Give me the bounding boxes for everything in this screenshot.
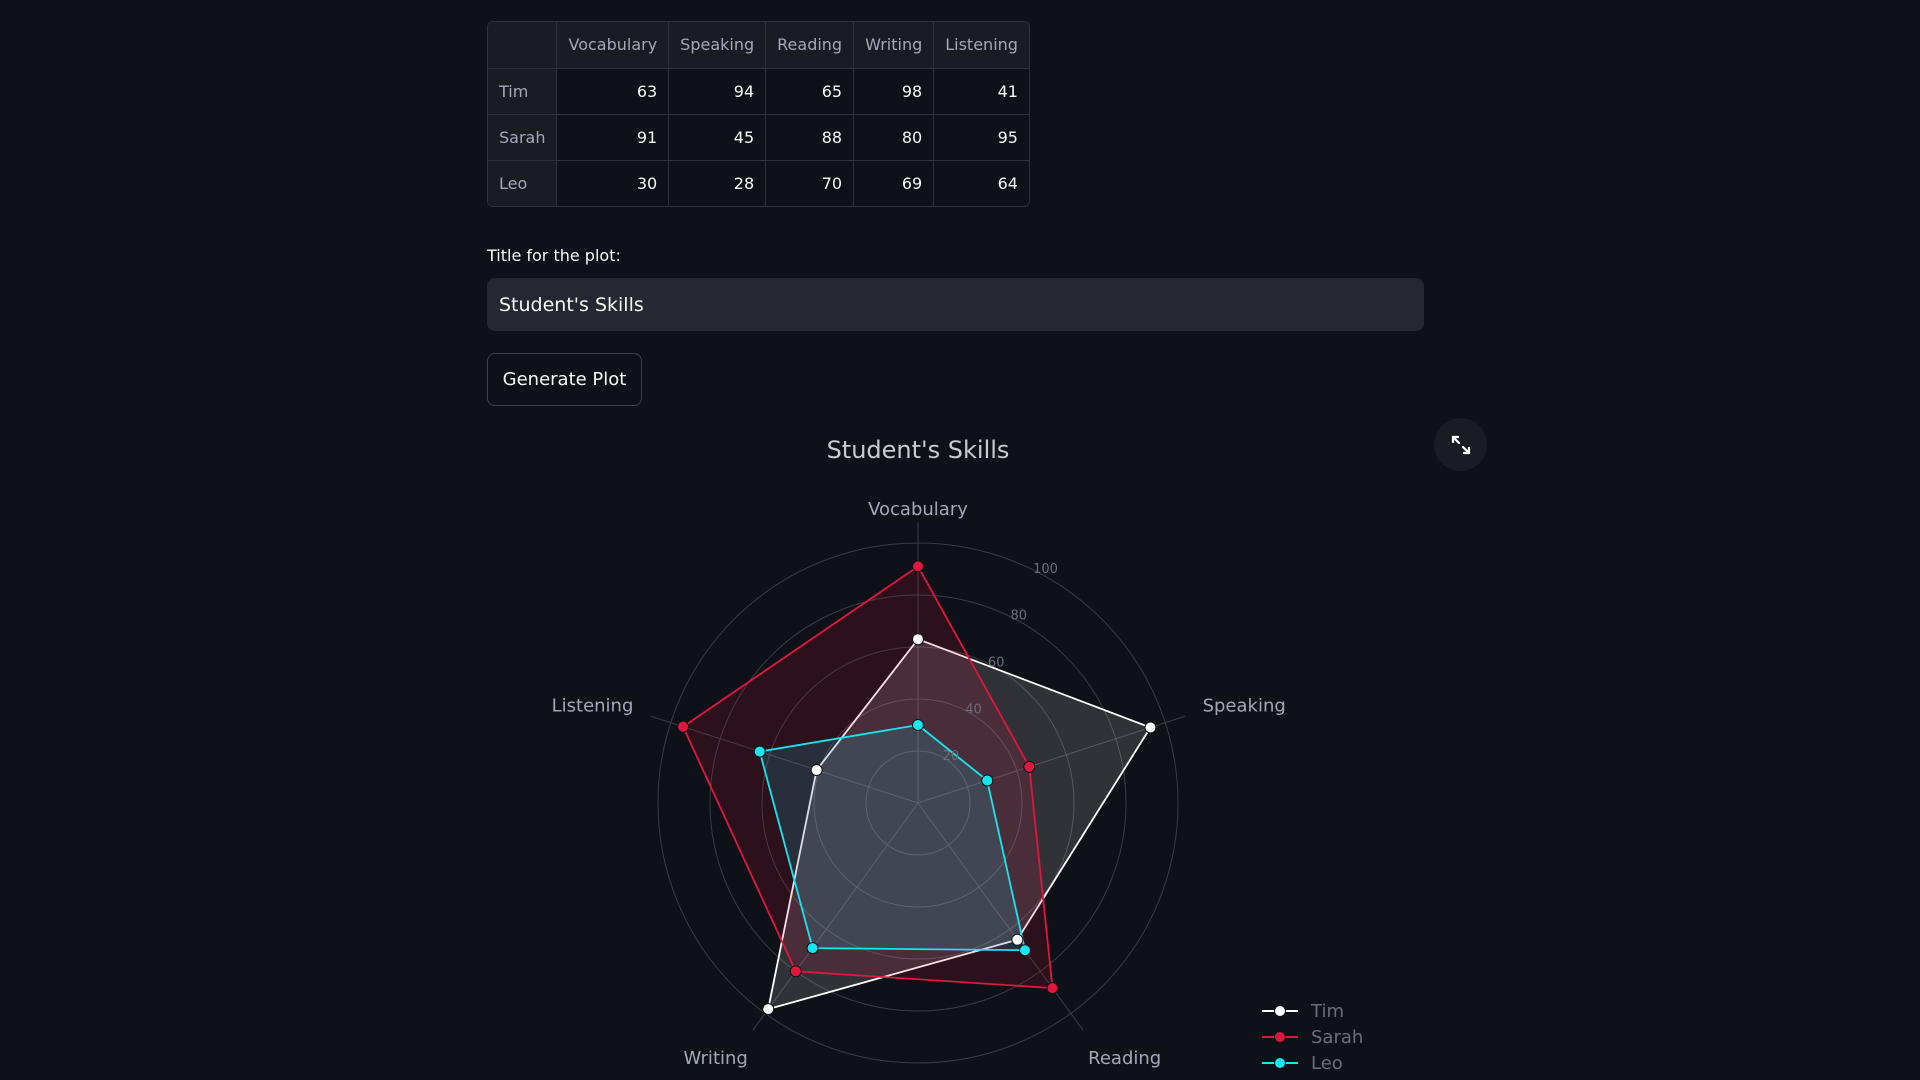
radial-tick-label: 80 bbox=[1010, 609, 1027, 624]
data-point bbox=[677, 720, 690, 733]
angular-gridline bbox=[650, 715, 919, 804]
data-point bbox=[1023, 760, 1036, 773]
table-row: Tim 63 94 65 98 41 bbox=[488, 68, 1029, 115]
data-point bbox=[912, 719, 924, 731]
category-label: Speaking bbox=[1203, 696, 1286, 717]
row-header: Leo bbox=[488, 160, 558, 206]
table-cell[interactable]: 69 bbox=[853, 160, 935, 206]
table-header-row: Vocabulary Speaking Reading Writing List… bbox=[488, 22, 1029, 69]
table-row: Leo 30 28 70 69 64 bbox=[488, 160, 1029, 206]
data-point bbox=[1046, 982, 1059, 995]
column-header-speaking[interactable]: Speaking bbox=[668, 22, 767, 69]
category-label: Vocabulary bbox=[868, 499, 968, 520]
series-area bbox=[758, 724, 1026, 952]
legend-label: Leo bbox=[1311, 1053, 1343, 1074]
table-cell[interactable]: 30 bbox=[556, 160, 670, 206]
category-label: Listening bbox=[552, 696, 634, 717]
chart-title: Student's Skills bbox=[827, 436, 1010, 464]
scores-table: Vocabulary Speaking Reading Writing List… bbox=[488, 22, 1029, 206]
legend-marker bbox=[1274, 1005, 1286, 1017]
data-point bbox=[762, 1003, 775, 1016]
radial-tick-label: 100 bbox=[1033, 562, 1058, 577]
data-point bbox=[806, 942, 819, 955]
table-cell[interactable]: 64 bbox=[997, 173, 1018, 193]
column-header-listening[interactable]: Listening bbox=[933, 22, 1029, 69]
angular-gridline bbox=[752, 802, 919, 1031]
data-point bbox=[981, 774, 994, 787]
radial-tick-label: 20 bbox=[943, 749, 960, 764]
table-cell[interactable]: 63 bbox=[556, 68, 670, 115]
data-point bbox=[789, 965, 802, 978]
legend-marker bbox=[1274, 1031, 1286, 1043]
category-label: Reading bbox=[1088, 1048, 1161, 1069]
radar-chart-svg: Student's Skills 20 40 60 80 100 Vocabulary Spe… bbox=[552, 436, 1364, 1074]
table-cell[interactable]: 94 bbox=[668, 68, 767, 115]
data-point bbox=[912, 633, 924, 646]
data-point bbox=[810, 764, 823, 777]
angular-gridline bbox=[917, 715, 1186, 804]
data-point bbox=[1018, 944, 1031, 957]
table-cell[interactable]: 28 bbox=[668, 160, 767, 206]
table-cell[interactable]: 65 bbox=[765, 68, 855, 115]
data-point bbox=[912, 560, 924, 573]
data-point bbox=[753, 745, 766, 758]
table-cell[interactable]: 98 bbox=[853, 68, 935, 115]
table-row: Sarah 91 45 88 80 95 bbox=[488, 114, 1029, 161]
column-header-vocabulary[interactable]: Vocabulary bbox=[556, 22, 670, 69]
table-cell[interactable]: 41 bbox=[933, 68, 1029, 115]
radial-tick-label: 40 bbox=[965, 702, 982, 717]
data-point bbox=[1011, 933, 1024, 946]
table-cell[interactable]: 70 bbox=[765, 160, 855, 206]
category-label: Writing bbox=[684, 1048, 748, 1069]
series-area bbox=[767, 638, 1152, 1010]
radial-tick-label: 60 bbox=[988, 656, 1005, 671]
fullscreen-button[interactable] bbox=[1434, 418, 1487, 471]
plot-title-label: Title for the plot: bbox=[487, 246, 621, 265]
generate-plot-button[interactable]: Generate Plot bbox=[487, 353, 642, 406]
table-cell[interactable]: 88 bbox=[765, 114, 855, 161]
table-cell[interactable]: 80 bbox=[853, 114, 935, 161]
column-header-reading[interactable]: Reading bbox=[765, 22, 855, 69]
legend-label: Sarah bbox=[1311, 1027, 1363, 1048]
table-cell[interactable]: 91 bbox=[556, 114, 670, 161]
radar-chart: Student's Skills 20 40 60 80 100 Vocabulary Spe… bbox=[487, 420, 1487, 1080]
legend-marker bbox=[1274, 1057, 1286, 1069]
column-header-writing[interactable]: Writing bbox=[853, 22, 935, 69]
series-area bbox=[682, 565, 1054, 989]
expand-icon bbox=[1451, 435, 1470, 454]
table-cell[interactable]: 45 bbox=[668, 114, 767, 161]
legend-label: Tim bbox=[1310, 1001, 1344, 1022]
table-cell[interactable]: 95 bbox=[933, 114, 1029, 161]
row-header: Tim bbox=[488, 68, 558, 115]
data-table[interactable]: Vocabulary Speaking Reading Writing List… bbox=[487, 21, 1030, 207]
plot-title-input[interactable] bbox=[487, 278, 1424, 331]
row-header: Sarah bbox=[488, 114, 558, 161]
data-point bbox=[1144, 721, 1157, 734]
column-header-index bbox=[488, 22, 558, 69]
